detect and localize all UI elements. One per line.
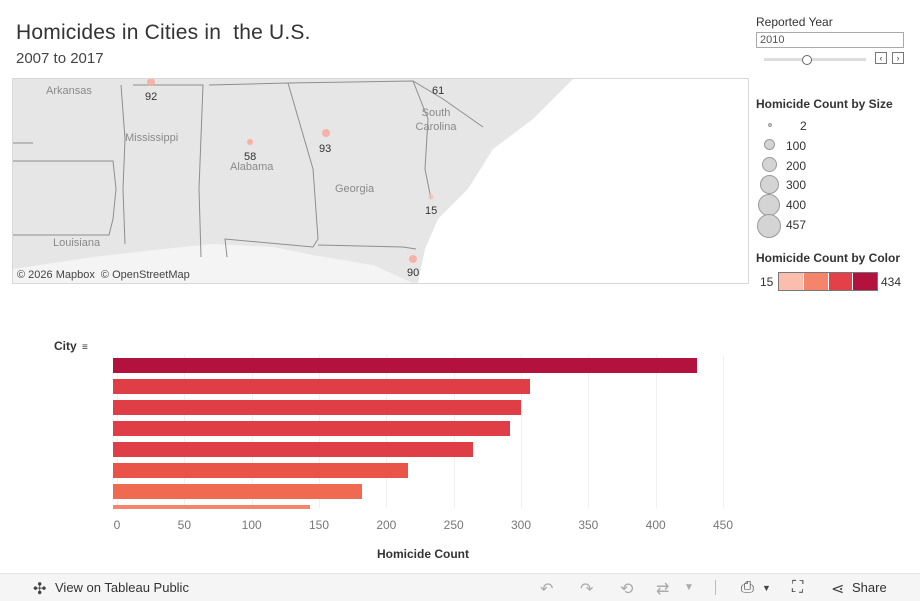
city-header-label: City xyxy=(54,339,77,353)
size-legend-heading: Homicide Count by Size xyxy=(756,97,893,111)
size-circle-icon xyxy=(764,139,775,150)
color-swatch xyxy=(803,273,829,290)
x-tick-label: 0 xyxy=(113,518,121,532)
map-label-mississippi: Mississippi xyxy=(125,132,179,144)
share-icon[interactable]: ⋖ xyxy=(831,581,845,598)
map-point-label: 90 xyxy=(407,267,420,279)
bar-partial-next[interactable] xyxy=(113,505,310,509)
homicide-map[interactable]: Arkansas Mississippi Alabama Georgia Sou… xyxy=(12,78,749,284)
map-points xyxy=(147,79,434,263)
size-legend-label: 457 xyxy=(786,218,807,232)
x-tick-label: 50 xyxy=(177,518,192,532)
x-tick-label: 100 xyxy=(241,518,262,532)
size-circle-icon xyxy=(758,194,780,216)
size-circle-icon xyxy=(762,157,777,172)
size-legend-label: 100 xyxy=(786,139,807,153)
share-button[interactable]: Share xyxy=(852,580,887,595)
map-point-label: 15 xyxy=(425,205,438,217)
map-attribution[interactable]: © 2026 Mapbox © OpenStreetMap xyxy=(17,269,190,281)
color-legend-max: 434 xyxy=(881,275,902,289)
fullscreen-icon[interactable]: ⛶ xyxy=(792,579,804,596)
x-gridline xyxy=(655,355,657,508)
map-label-georgia: Georgia xyxy=(335,183,375,195)
size-circle-icon xyxy=(768,123,772,127)
chevron-down-icon[interactable]: ▼ xyxy=(684,582,694,593)
bar-chicago[interactable] xyxy=(113,358,698,373)
tableau-logo-icon[interactable]: ✣ xyxy=(33,581,47,598)
size-legend-label: 400 xyxy=(786,198,807,212)
map-label-louisiana: Louisiana xyxy=(53,237,101,249)
view-on-tableau-public-link[interactable]: View on Tableau Public xyxy=(55,580,189,595)
dashboard-subtitle: 2007 to 2017 xyxy=(16,50,104,67)
bar-philadelphia[interactable] xyxy=(113,400,522,415)
x-tick-label: 300 xyxy=(510,518,532,532)
map-point-label: 61 xyxy=(432,85,445,97)
color-swatch xyxy=(828,273,854,290)
bar-los-angeles[interactable] xyxy=(113,421,511,436)
bar-new-orleans[interactable] xyxy=(113,484,363,499)
download-icon[interactable]: ⎙ xyxy=(741,579,754,596)
dashboard-title: Homicides in Cities in the U.S. xyxy=(16,21,311,44)
x-gridline xyxy=(521,355,522,508)
bar-detroit[interactable] xyxy=(113,379,531,394)
bar-houston[interactable] xyxy=(113,442,473,457)
year-filter-heading: Reported Year xyxy=(756,15,833,29)
x-tick-label: 450 xyxy=(712,518,734,532)
map-basemap xyxy=(13,79,748,283)
map-label-arkansas: Arkansas xyxy=(46,85,92,97)
color-legend-heading: Homicide Count by Color xyxy=(756,251,900,265)
year-slider-track[interactable] xyxy=(764,58,866,61)
size-legend-label: 300 xyxy=(786,178,807,192)
x-tick-label: 250 xyxy=(443,518,464,532)
x-tick-label: 150 xyxy=(308,518,330,532)
color-legend-min: 15 xyxy=(760,275,774,289)
chevron-left-icon[interactable]: ‹ xyxy=(875,52,887,64)
x-axis-title: Homicide Count xyxy=(377,547,469,561)
bar-baltimore[interactable] xyxy=(113,463,408,478)
map-point-label: 58 xyxy=(244,151,257,163)
tableau-toolbar: ✣ View on Tableau Public ↶ ↷ ⟲ ⇄ ▼ ⎙ ▼ ⛶… xyxy=(0,573,920,601)
chevron-down-icon[interactable]: ▼ xyxy=(762,583,771,593)
map-point-label: 92 xyxy=(145,91,158,103)
toolbar-divider xyxy=(715,580,716,595)
color-swatch xyxy=(779,273,804,290)
x-tick-label: 400 xyxy=(645,518,666,532)
city-column-header[interactable]: City ≡ xyxy=(54,339,88,353)
size-circle-icon xyxy=(760,175,779,194)
x-tick-label: 350 xyxy=(578,518,599,532)
undo-icon[interactable]: ↶ xyxy=(540,581,554,598)
x-gridline xyxy=(588,355,590,508)
map-point-label: 93 xyxy=(319,143,332,155)
sort-descending-icon[interactable]: ≡ xyxy=(82,342,88,353)
chevron-right-icon[interactable]: › xyxy=(892,52,904,64)
color-ramp xyxy=(778,272,878,291)
revert-icon[interactable]: ⟲ xyxy=(620,581,634,598)
map-label-alabama: Alabama xyxy=(230,161,274,173)
refresh-icon[interactable]: ⇄ xyxy=(656,581,670,598)
x-tick-label: 200 xyxy=(376,518,397,532)
color-swatch xyxy=(853,273,877,290)
year-slider-thumb[interactable] xyxy=(802,55,812,65)
year-filter-input[interactable]: 2010 xyxy=(756,32,904,48)
size-legend-label: 200 xyxy=(786,159,807,173)
x-gridline xyxy=(723,355,724,508)
redo-icon[interactable]: ↷ xyxy=(580,581,594,598)
map-label-south-carolina: South Carolina xyxy=(415,107,457,133)
size-circle-icon xyxy=(757,214,781,238)
size-legend-label: 2 xyxy=(800,119,807,133)
